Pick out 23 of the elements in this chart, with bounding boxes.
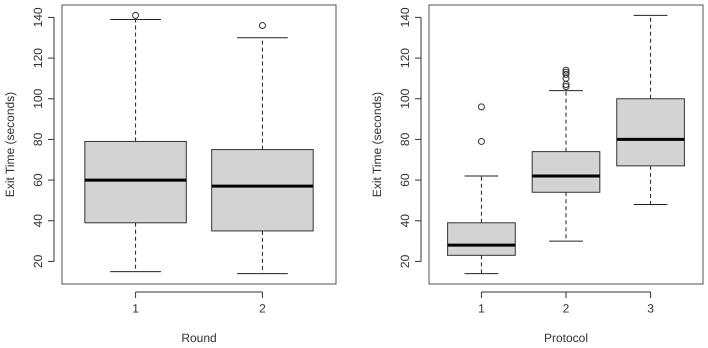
y-tick-label: 20	[398, 254, 412, 268]
x-tick-label: 1	[478, 302, 486, 316]
y-tick-label: 100	[398, 88, 412, 109]
y-tick-label: 80	[31, 132, 46, 146]
x-tick-label: 2	[562, 302, 570, 316]
y-tick-label: 140	[31, 7, 46, 28]
y-tick-label: 80	[398, 132, 412, 146]
y-tick-label: 60	[398, 173, 412, 187]
x-tick-label: 1	[132, 302, 140, 316]
y-tick-label: 100	[31, 88, 46, 109]
x-axis-title: Round	[181, 331, 217, 345]
y-tick-label: 40	[398, 214, 412, 228]
y-tick-label: 60	[31, 173, 46, 187]
y-tick-label: 120	[31, 48, 46, 68]
y-tick-label: 120	[398, 48, 412, 68]
y-tick-label: 140	[398, 7, 412, 28]
x-tick-label: 3	[647, 302, 654, 316]
x-axis-title: Protocol	[544, 331, 588, 345]
y-tick-label: 20	[31, 254, 46, 268]
y-tick-label: 40	[31, 214, 46, 228]
y-axis-title: Exit Time (seconds)	[3, 92, 17, 198]
y-axis-title: Exit Time (seconds)	[370, 92, 384, 198]
x-tick-label: 2	[259, 302, 266, 316]
